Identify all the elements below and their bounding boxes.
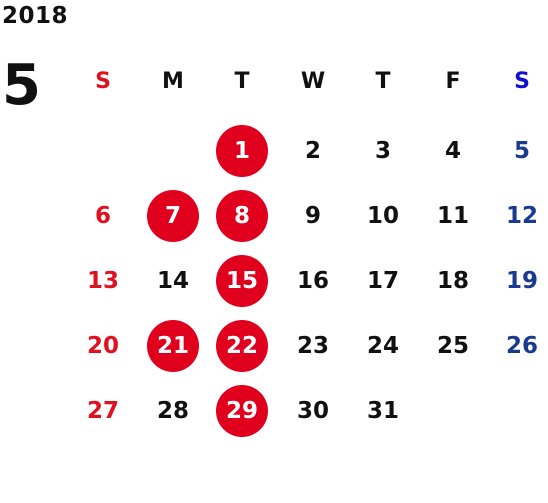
holiday-date: 7 (147, 190, 199, 242)
holiday-date: 15 (216, 255, 268, 307)
year-label: 2018 (2, 3, 69, 29)
calendar-date: 18 (436, 268, 469, 294)
holiday-date: 8 (216, 190, 268, 242)
calendar-date: 4 (444, 138, 461, 164)
calendar-date: 30 (296, 398, 329, 424)
calendar-date: 2 (304, 138, 321, 164)
weekday-header-tue: T (234, 68, 250, 94)
calendar-date: 25 (436, 333, 469, 359)
calendar-date: 11 (436, 203, 469, 229)
calendar-date: 6 (94, 203, 111, 229)
calendar-date: 12 (505, 203, 538, 229)
holiday-date: 21 (147, 320, 199, 372)
calendar-date: 26 (505, 333, 538, 359)
calendar-date: 14 (156, 268, 189, 294)
calendar-date: 31 (366, 398, 399, 424)
weekday-header-wed: W (300, 68, 326, 94)
holiday-date: 22 (216, 320, 268, 372)
holiday-date: 1 (216, 125, 268, 177)
holiday-date: 29 (216, 385, 268, 437)
weekday-header-fri: F (445, 68, 461, 94)
calendar-date: 16 (296, 268, 329, 294)
calendar-date: 10 (366, 203, 399, 229)
calendar-date: 19 (505, 268, 538, 294)
weekday-header-thu: T (375, 68, 391, 94)
calendar-date: 20 (86, 333, 119, 359)
weekday-header-sat: S (514, 68, 530, 94)
weekday-header-sun: S (95, 68, 111, 94)
calendar-date: 24 (366, 333, 399, 359)
calendar-date: 17 (366, 268, 399, 294)
month-number: 5 (2, 53, 41, 118)
calendar-date: 28 (156, 398, 189, 424)
weekday-header-mon: M (162, 68, 184, 94)
calendar-date: 23 (296, 333, 329, 359)
calendar-date: 27 (86, 398, 119, 424)
calendar-date: 13 (86, 268, 119, 294)
calendar-date: 5 (513, 138, 530, 164)
calendar-date: 3 (374, 138, 391, 164)
calendar-date: 9 (304, 203, 321, 229)
